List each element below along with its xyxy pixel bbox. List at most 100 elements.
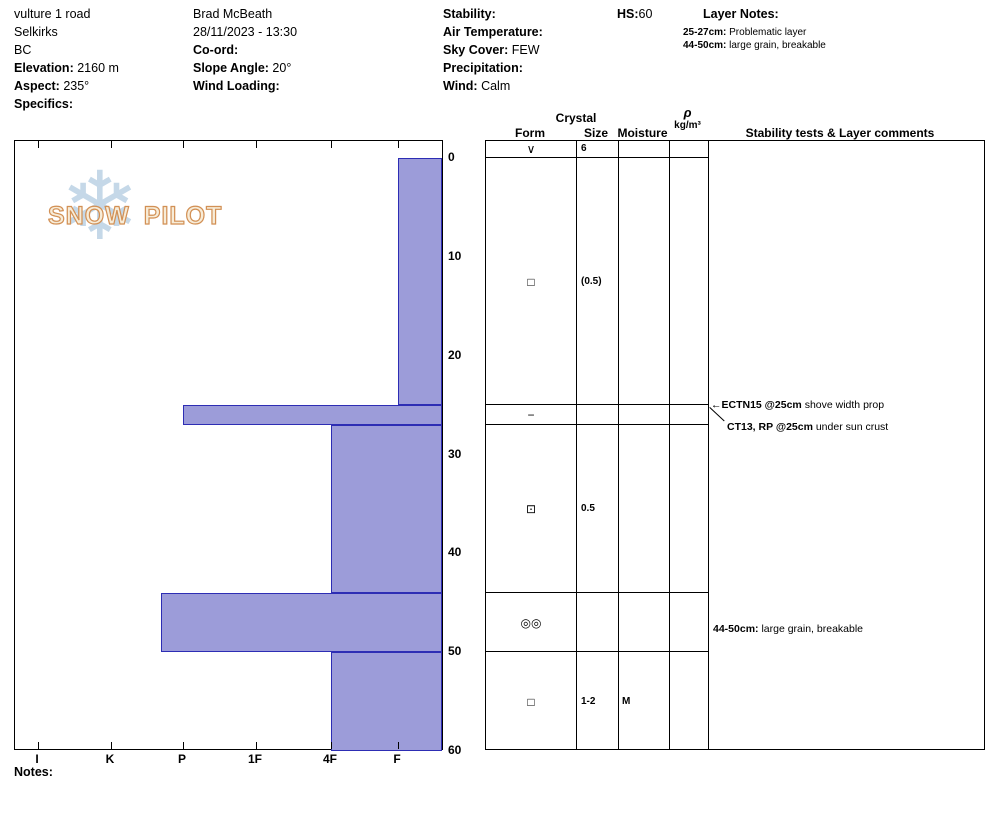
hs-label: HS: (617, 7, 639, 21)
wind-value: Calm (477, 79, 511, 93)
grain-size-value: 6 (581, 143, 587, 154)
hardness-bar-27-44cm (331, 424, 442, 593)
air-temperature-label: Air Temperature: (443, 25, 543, 39)
hardness-tick-top-4F (331, 141, 332, 148)
hardness-bar-0-25cm (398, 158, 442, 406)
snowflake-icon: ❄ (60, 154, 140, 260)
site-info-block: vulture 1 road Selkirks BC Elevation: 21… (14, 5, 119, 113)
comment-description: under sun crust (812, 420, 889, 433)
site-range: Selkirks (14, 25, 58, 39)
slope-angle-label: Slope Angle: (193, 61, 269, 75)
hardness-tick-top-P (183, 141, 184, 148)
wind-loading-label: Wind Loading: (193, 79, 280, 93)
aspect-label: Aspect: (14, 79, 60, 93)
form-column-header: Form (515, 126, 545, 140)
aspect-value: 235° (59, 79, 90, 93)
comment-description: shove width prop (801, 399, 885, 412)
layer-boundary-line-25cm (486, 404, 708, 406)
hardness-tick-bottom-1F (256, 742, 257, 749)
hardness-axis-label-P: P (177, 752, 186, 766)
depth-axis-label-40: 40 (448, 545, 462, 560)
layer-comment-0: ←ECTN15 @25cm shove width prop (711, 398, 884, 412)
table-column-divider-3 (708, 141, 709, 749)
grain-row-4: ◎◎ (486, 615, 984, 631)
hs: HS:60 (617, 5, 652, 23)
observation-datetime: 28/11/2023 - 13:30 (193, 25, 298, 39)
comment-test-result: CT13, RP @25cm (727, 420, 813, 433)
hardness-tick-top-K (111, 141, 112, 148)
grain-size-value: (0.5) (581, 275, 602, 287)
layer-boundary-line-0cm (486, 157, 708, 158)
logo-pilot-text: PILOT (143, 201, 223, 230)
table-column-divider-1 (618, 141, 619, 749)
layer-note: 44-50cm: large grain, breakable (683, 39, 826, 52)
comment-test-result: ECTN15 @25cm (721, 399, 802, 412)
hardness-tick-top-F (398, 141, 399, 148)
hardness-axis-label-I: I (35, 752, 39, 766)
layer-comment-2: 44-50cm: large grain, breakable (713, 622, 863, 636)
table-column-divider-0 (576, 141, 577, 749)
air-temperature: Air Temperature: (443, 23, 543, 41)
hardness-bar-50-60cm (331, 652, 442, 751)
grain-form-symbol: ∨ (526, 142, 536, 156)
sky-cover: Sky Cover: FEW (443, 41, 543, 59)
grain-row-3: ⊡ 0.5 (486, 501, 984, 517)
coord-label: Co-ord: (193, 43, 239, 57)
sky-cover-value: FEW (508, 43, 540, 57)
site-elevation: Elevation: 2160 m (14, 59, 119, 77)
layer-note-text: Problematic layer (726, 27, 807, 38)
site-aspect: Aspect: 235° (14, 77, 119, 95)
hardness-axis-label-F: F (393, 752, 401, 766)
hardness-bar-44-50cm (161, 592, 442, 653)
layer-boundary-line-50cm (486, 651, 708, 653)
elevation-value: 2160 m (73, 61, 119, 75)
site-name: vulture 1 road (14, 7, 91, 21)
grain-form-symbol: □ (527, 274, 535, 289)
coordinates: Co-ord: (193, 41, 297, 59)
conditions-block: Stability: Air Temperature: Sky Cover: F… (443, 5, 543, 95)
comments-column-header: Stability tests & Layer comments (745, 126, 935, 140)
hardness-bar-25-27cm (183, 405, 442, 425)
hardness-axis-label-1F: 1F (247, 752, 262, 766)
depth-axis-label-30: 30 (448, 446, 462, 461)
hardness-axis-label-4F: 4F (322, 752, 337, 766)
moisture-column-header: Moisture (617, 126, 668, 140)
snowpilot-logo: ❄ SNOW PILOT (45, 160, 225, 270)
hs-value: 60 (638, 7, 653, 21)
grain-form-symbol: ⊡ (525, 501, 537, 516)
precipitation: Precipitation: (443, 59, 543, 77)
density-unit-header: kg/m³ (674, 120, 701, 131)
hardness-tick-top-I (38, 141, 39, 148)
grain-row-1: □ (0.5) (486, 274, 984, 290)
hardness-profile-chart (14, 140, 443, 751)
grain-moisture-value: M (622, 695, 631, 707)
hardness-axis-label-K: K (105, 752, 115, 766)
comment-test-result: 44-50cm: (713, 623, 759, 636)
precipitation-label: Precipitation: (443, 61, 523, 75)
site-specifics: Specifics: (14, 95, 119, 113)
grain-form-symbol: ◎◎ (520, 615, 542, 630)
observer-info-block: Brad McBeath 28/11/2023 - 13:30 Co-ord: … (193, 5, 297, 95)
grain-row-5: □ 1-2 M (486, 694, 984, 710)
crystal-and-comments-table: ∨ 6 □ (0.5) − ⊡ 0.5 ◎◎ □ 1-2 M ←ECTN15 @25cm shove … (485, 140, 985, 750)
hardness-tick-bottom-K (111, 742, 112, 749)
layer-notes-title: Layer Notes: (703, 7, 779, 21)
wind-loading: Wind Loading: (193, 77, 297, 95)
hardness-tick-bottom-I (38, 742, 39, 749)
layer-note-range: 44-50cm: (683, 40, 727, 51)
layer-note: 25-27cm: Problematic layer (683, 26, 826, 39)
grain-row-2: − (486, 407, 984, 423)
layer-notes-block: Layer Notes: 25-27cm: Problematic layer … (683, 5, 826, 52)
stability-label: Stability: (443, 7, 496, 21)
comment-description: large grain, breakable (758, 623, 864, 636)
comment-arrow-icon: ← (711, 399, 722, 412)
logo-snow-text: SNOW (47, 201, 130, 230)
site-region: BC (14, 43, 32, 57)
depth-axis-label-10: 10 (448, 248, 462, 263)
hardness-tick-top-1F (256, 141, 257, 148)
elevation-label: Elevation: (14, 61, 74, 75)
grain-size-value: 0.5 (581, 502, 595, 514)
wind-label: Wind: (443, 79, 478, 93)
grain-row-0: ∨ 6 (486, 141, 984, 157)
slope-angle-value: 20° (268, 61, 292, 75)
